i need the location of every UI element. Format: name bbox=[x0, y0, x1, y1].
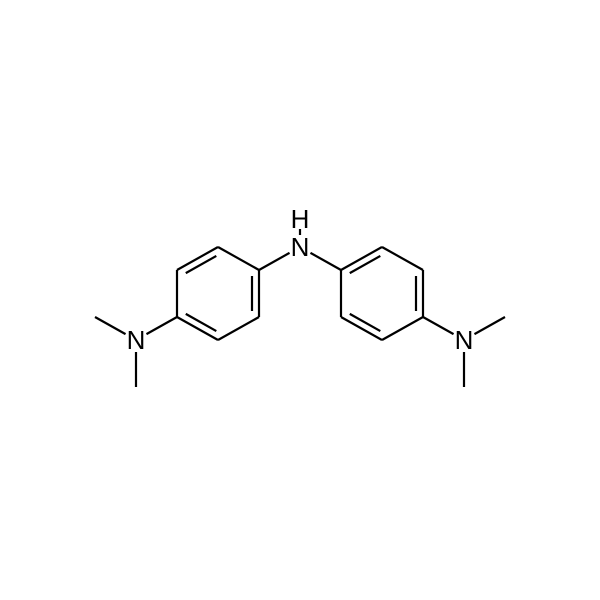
atom-label-n: N bbox=[127, 325, 146, 355]
atom-label-h: H bbox=[291, 204, 310, 234]
molecule-diagram: NHNN bbox=[0, 0, 600, 600]
atom-label-n: N bbox=[455, 325, 474, 355]
atom-label-n: N bbox=[291, 232, 310, 262]
